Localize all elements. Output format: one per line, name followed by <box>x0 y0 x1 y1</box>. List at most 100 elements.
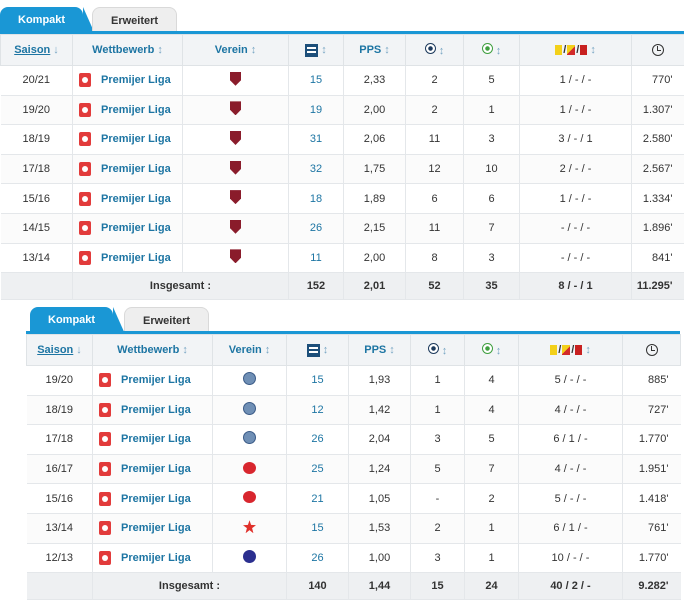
assists-cell: 1 <box>463 95 520 126</box>
league-logo-icon[interactable] <box>79 221 91 236</box>
club-crest-icon[interactable] <box>243 549 256 563</box>
appearances-link[interactable]: 11 <box>288 243 344 274</box>
appearances-link[interactable]: 15 <box>286 365 349 396</box>
club-crest-icon[interactable] <box>243 431 256 445</box>
goals-cell: 3 <box>410 424 465 455</box>
competition-link[interactable]: Premijer Liga <box>101 251 171 264</box>
header-assists[interactable]: ↕ <box>464 334 519 366</box>
league-logo-icon[interactable] <box>99 462 111 477</box>
appearances-link[interactable]: 26 <box>286 424 349 455</box>
header-saison[interactable]: Saison ↓ <box>0 34 73 66</box>
competition-link[interactable]: Premijer Liga <box>121 551 191 564</box>
header-appearances[interactable]: ↕ <box>288 34 344 66</box>
competition-cell: Premijer Liga <box>93 521 212 536</box>
appearances-link[interactable]: 31 <box>288 124 344 155</box>
assists-cell: 5 <box>464 424 519 455</box>
league-logo-icon[interactable] <box>79 73 91 88</box>
club-crest-icon[interactable] <box>243 491 256 504</box>
league-logo-icon[interactable] <box>99 550 111 565</box>
club-crest-icon[interactable] <box>243 520 256 534</box>
appearances-link[interactable]: 15 <box>288 65 344 96</box>
club-crest-icon[interactable] <box>230 71 241 86</box>
competition-link[interactable]: Premijer Liga <box>101 222 171 235</box>
competition-link[interactable]: Premijer Liga <box>121 403 191 416</box>
competition-link[interactable]: Premijer Liga <box>101 103 171 116</box>
club-crest-icon[interactable] <box>230 101 241 116</box>
competition-cell: Premijer Liga <box>73 132 182 147</box>
club-crest-icon[interactable] <box>230 160 241 175</box>
pps-cell: 1,05 <box>348 483 411 514</box>
minutes-cell: 727' <box>622 395 681 426</box>
competition-link[interactable]: Premijer Liga <box>121 433 191 446</box>
appearances-link[interactable]: 21 <box>286 483 349 514</box>
header-pps[interactable]: PPS ↕ <box>348 334 411 366</box>
header-appearances[interactable]: ↕ <box>286 334 349 366</box>
tab-kompakt[interactable]: Kompakt <box>0 7 96 34</box>
appearances-link[interactable]: 26 <box>288 213 344 244</box>
header-verein[interactable]: Verein ↕ <box>182 34 289 66</box>
league-logo-icon[interactable] <box>99 432 111 447</box>
league-logo-icon[interactable] <box>99 402 111 417</box>
competition-link[interactable]: Premijer Liga <box>101 192 171 205</box>
season-cell: 18/19 <box>26 395 93 426</box>
appearances-link[interactable]: 19 <box>288 95 344 126</box>
header-goals[interactable]: ↕ <box>410 334 465 366</box>
cards-cell: 1 / - / - <box>519 95 632 126</box>
club-crest-icon[interactable] <box>243 401 256 415</box>
header-pps[interactable]: PPS ↕ <box>343 34 406 66</box>
league-logo-icon[interactable] <box>79 102 91 117</box>
club-crest-icon[interactable] <box>230 249 241 264</box>
season-cell: 14/15 <box>0 213 73 244</box>
header-wettbewerb[interactable]: Wettbewerb ↕ <box>72 34 183 66</box>
club-crest-icon[interactable] <box>230 130 241 145</box>
club-crest-icon[interactable] <box>230 219 241 234</box>
header-cards[interactable]: / / ↕ <box>519 34 632 66</box>
tab-erweitert[interactable]: Erweitert <box>124 307 210 334</box>
league-logo-icon[interactable] <box>79 250 91 265</box>
league-logo-icon[interactable] <box>79 132 91 147</box>
assists-cell: 10 <box>463 154 520 185</box>
appearances-link[interactable]: 15 <box>286 513 349 544</box>
appearances-link[interactable]: 26 <box>286 543 349 574</box>
appearances-link[interactable]: 25 <box>286 454 349 485</box>
appearances-link[interactable]: 32 <box>288 154 344 185</box>
totals-label: Insgesamt : <box>92 572 287 601</box>
competition-link[interactable]: Premijer Liga <box>121 463 191 476</box>
season-cell: 13/14 <box>0 243 73 274</box>
league-logo-icon[interactable] <box>79 162 91 177</box>
header-wettbewerb[interactable]: Wettbewerb ↕ <box>92 334 213 366</box>
assists-cell: 4 <box>464 395 519 426</box>
table-row: 17/18 Premijer Liga 32 1,75 12 10 2 / - / -2.5… <box>0 154 684 185</box>
appearances-link[interactable]: 12 <box>286 395 349 426</box>
totals-row: Insgesamt : 140 1,44 15 24 40 / 2 / - 9.… <box>26 572 681 601</box>
league-logo-icon[interactable] <box>99 491 111 506</box>
appearances-link[interactable]: 18 <box>288 183 344 214</box>
goals-ball-icon <box>427 343 439 354</box>
club-crest-icon[interactable] <box>243 461 256 474</box>
header-goals[interactable]: ↕ <box>405 34 464 66</box>
club-crest-icon[interactable] <box>243 372 256 386</box>
cards-cell: 5 / - / - <box>518 365 623 396</box>
league-logo-icon[interactable] <box>99 373 111 388</box>
header-assists[interactable]: ↕ <box>463 34 520 66</box>
header-minutes[interactable] <box>622 334 681 366</box>
tab-kompakt[interactable]: Kompakt <box>30 307 126 334</box>
club-crest-icon[interactable] <box>230 190 241 205</box>
competition-link[interactable]: Premijer Liga <box>121 374 191 387</box>
red-card-icon <box>580 45 588 56</box>
header-cards[interactable]: / / ↕ <box>518 334 623 366</box>
header-saison[interactable]: Saison ↓ <box>26 334 93 366</box>
table-row: 19/20 Premijer Liga 15 1,93 1 4 5 / - / -885' <box>26 365 681 396</box>
competition-link[interactable]: Premijer Liga <box>121 492 191 505</box>
competition-link[interactable]: Premijer Liga <box>101 133 171 146</box>
competition-cell: Premijer Liga <box>93 432 212 447</box>
assists-cell: 6 <box>463 183 520 214</box>
header-minutes[interactable] <box>631 34 684 66</box>
league-logo-icon[interactable] <box>99 521 111 536</box>
competition-link[interactable]: Premijer Liga <box>101 163 171 176</box>
tab-erweitert[interactable]: Erweitert <box>92 7 178 34</box>
competition-link[interactable]: Premijer Liga <box>101 74 171 87</box>
competition-link[interactable]: Premijer Liga <box>121 522 191 535</box>
league-logo-icon[interactable] <box>79 191 91 206</box>
header-verein[interactable]: Verein ↕ <box>212 334 287 366</box>
